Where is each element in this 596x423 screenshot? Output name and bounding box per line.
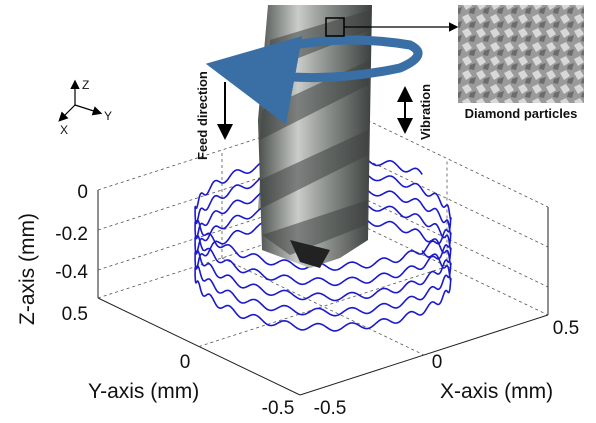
z-axis-label: Z-axis (mm) [16, 213, 39, 325]
x-tick-label: 0 [432, 352, 443, 373]
z-tick-label: -0.2 [55, 224, 88, 245]
x-axis-label: X-axis (mm) [440, 380, 553, 403]
x-tick-label: 0.5 [553, 318, 579, 339]
y-tick-label: -0.5 [262, 398, 295, 419]
box-edge [199, 267, 447, 347]
inset-label: Diamond particles [465, 106, 578, 121]
box-edge [222, 258, 424, 355]
triad-y: Y [104, 109, 112, 123]
y-tick-label: 0.5 [62, 304, 88, 325]
z-tick-label: -0.4 [55, 262, 88, 283]
z-tick-label: 0 [77, 182, 88, 203]
triad-z: Z [82, 78, 89, 92]
y-axis-label: Y-axis (mm) [88, 380, 199, 403]
figure: Diamond particles Feed direction Vibrati… [0, 0, 596, 423]
axis-triad [60, 82, 100, 120]
x-tick-label: -0.5 [314, 398, 347, 419]
feed-label: Feed direction [195, 71, 210, 160]
triad-x: X [60, 123, 68, 137]
inset-image [458, 5, 584, 103]
vibration-label: Vibration [418, 84, 433, 140]
y-tick-label: 0 [180, 352, 191, 373]
